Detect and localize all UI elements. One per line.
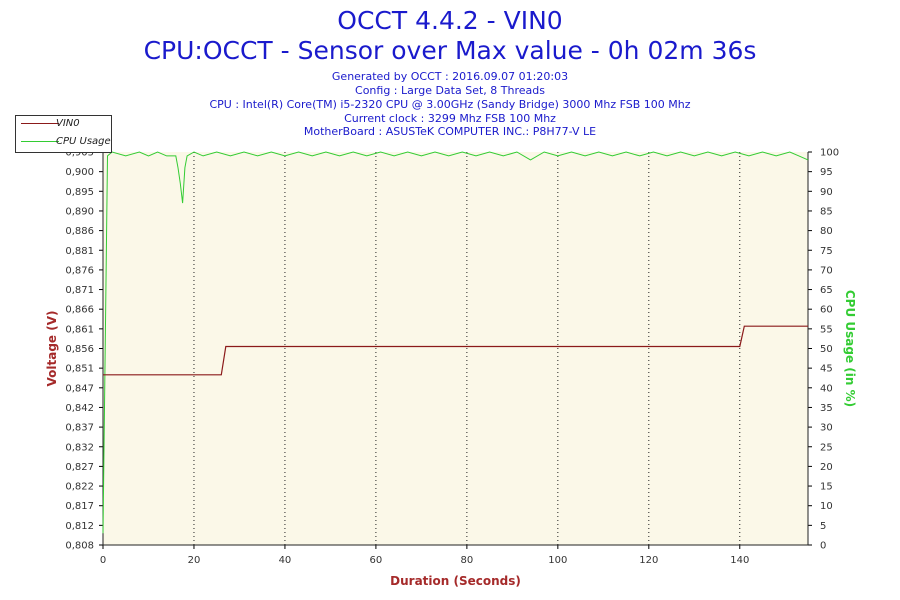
y-tick-label: 0,866 <box>65 305 94 316</box>
y2-tick-label: 40 <box>820 383 833 394</box>
y-tick-label: 0,905 <box>65 148 94 159</box>
y2-tick-label: 50 <box>820 344 833 355</box>
series-line-vin0 <box>103 325 808 376</box>
y-tick-label: 0,890 <box>65 206 94 217</box>
y2-tick-label: 80 <box>820 226 833 237</box>
y-tick-label: 0,832 <box>65 442 94 453</box>
y2-tick-label: 90 <box>820 187 833 198</box>
y2-tick-label: 35 <box>820 403 833 414</box>
y-tick-label: 0,886 <box>65 226 94 237</box>
legend-swatch-vin0 <box>21 123 59 124</box>
y-tick-label: 0,847 <box>65 383 94 394</box>
y2-tick-label: 85 <box>820 206 833 217</box>
x-tick-label: 60 <box>370 555 383 566</box>
y2-tick-label: 45 <box>820 364 833 375</box>
y2-tick-label: 15 <box>820 482 833 493</box>
legend-label-vin0: VIN0 <box>56 118 80 129</box>
info-cpu: CPU : Intel(R) Core(TM) i5-2320 CPU @ 3.… <box>209 98 691 111</box>
legend: VIN0 CPU Usage <box>15 115 112 153</box>
y2-tick-label: 100 <box>820 148 839 159</box>
y-tick-label: 0,856 <box>65 344 94 355</box>
legend-label-cpu-usage: CPU Usage <box>56 136 111 147</box>
y2-tick-label: 60 <box>820 305 833 316</box>
y-tick-label: 0,895 <box>65 187 94 198</box>
y2-tick-label: 20 <box>820 462 833 473</box>
y-tick-label: 0,817 <box>65 501 94 512</box>
y-tick-label: 0,827 <box>65 462 94 473</box>
y2-tick-label: 10 <box>820 501 833 512</box>
y2-tick-label: 5 <box>820 521 826 532</box>
y-tick-label: 0,876 <box>65 265 94 276</box>
y2-tick-label: 0 <box>820 541 826 552</box>
y-tick-label: 0,881 <box>65 246 94 257</box>
plot-background <box>103 152 808 545</box>
y-tick-label: 0,900 <box>65 167 94 178</box>
y-axis-title: Voltage (V) <box>45 311 59 387</box>
y2-axis-title: CPU Usage (in %) <box>843 290 857 407</box>
x-tick-label: 40 <box>279 555 292 566</box>
y2-tick-label: 75 <box>820 246 833 257</box>
legend-item-cpu-usage: CPU Usage <box>16 135 111 149</box>
info-motherboard: MotherBoard : ASUSTeK COMPUTER INC.: P8H… <box>303 125 597 138</box>
x-tick-label: 20 <box>188 555 201 566</box>
x-tick-label: 80 <box>461 555 474 566</box>
legend-swatch-cpu-usage <box>21 141 59 142</box>
y2-tick-label: 95 <box>820 167 833 178</box>
chart-subtitle: CPU:OCCT - Sensor over Max value - 0h 02… <box>143 36 757 65</box>
chart-title: OCCT 4.4.2 - VIN0 <box>337 6 563 35</box>
y-tick-label: 0,812 <box>65 521 94 532</box>
x-tick-label: 0 <box>100 555 106 566</box>
y-tick-label: 0,837 <box>65 423 94 434</box>
legend-item-vin0: VIN0 <box>16 117 111 131</box>
y-tick-label: 0,871 <box>65 285 94 296</box>
x-tick-label: 140 <box>730 555 749 566</box>
series-line-cpu-usage <box>102 151 809 534</box>
y2-tick-label: 65 <box>820 285 833 296</box>
info-generated: Generated by OCCT : 2016.09.07 01:20:03 <box>331 70 569 83</box>
y-tick-label: 0,822 <box>65 482 94 493</box>
y2-tick-label: 55 <box>820 324 833 335</box>
x-tick-label: 120 <box>639 555 658 566</box>
x-tick-label: 100 <box>548 555 567 566</box>
y-tick-label: 0,861 <box>65 324 94 335</box>
y-tick-label: 0,851 <box>65 364 94 375</box>
y2-tick-label: 30 <box>820 423 833 434</box>
info-current-clock: Current clock : 3299 Mhz FSB 100 Mhz <box>344 112 556 125</box>
y-tick-label: 0,842 <box>65 403 94 414</box>
y-tick-label: 0,808 <box>65 541 94 552</box>
y2-tick-label: 70 <box>820 265 833 276</box>
x-axis-title: Duration (Seconds) <box>390 574 521 588</box>
y2-tick-label: 25 <box>820 442 833 453</box>
info-config: Config : Large Data Set, 8 Threads <box>355 84 545 97</box>
